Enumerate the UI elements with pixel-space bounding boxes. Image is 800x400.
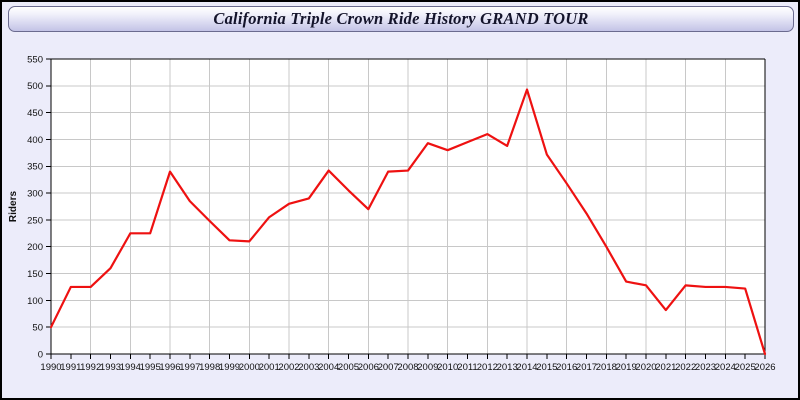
- x-axis-tick-labels: 1990199119921993199419951996199719981999…: [40, 362, 775, 373]
- svg-text:1993: 1993: [100, 362, 121, 373]
- svg-text:2010: 2010: [437, 362, 458, 373]
- svg-text:2002: 2002: [278, 362, 299, 373]
- svg-text:1995: 1995: [140, 362, 161, 373]
- svg-text:1990: 1990: [40, 362, 61, 373]
- data-series-riders: [49, 88, 767, 356]
- svg-text:250: 250: [27, 215, 43, 226]
- svg-text:400: 400: [27, 135, 43, 146]
- svg-text:2009: 2009: [417, 362, 438, 373]
- svg-text:2025: 2025: [735, 362, 756, 373]
- svg-text:2000: 2000: [239, 362, 260, 373]
- svg-text:300: 300: [27, 188, 43, 199]
- chart-canvas: 0 50 100 150 200 250 300 350 400 450 500 550 1990 19…: [2, 34, 798, 398]
- svg-text:1991: 1991: [60, 362, 81, 373]
- svg-text:0: 0: [38, 349, 43, 360]
- svg-text:2013: 2013: [497, 362, 518, 373]
- svg-text:2024: 2024: [715, 362, 736, 373]
- axis-lines: [50, 58, 766, 355]
- svg-text:2022: 2022: [675, 362, 696, 373]
- svg-text:1997: 1997: [179, 362, 200, 373]
- svg-text:2023: 2023: [695, 362, 716, 373]
- svg-text:2017: 2017: [576, 362, 597, 373]
- page-title: California Triple Crown Ride History GRA…: [213, 9, 589, 28]
- svg-text:2011: 2011: [457, 362, 477, 373]
- svg-text:2003: 2003: [298, 362, 319, 373]
- y-axis-tick-labels: 0 50 100 150 200 250 300 350 400 450 500 550: [27, 54, 43, 360]
- svg-text:450: 450: [27, 108, 43, 119]
- svg-text:100: 100: [27, 296, 43, 307]
- svg-text:2001: 2001: [259, 362, 280, 373]
- svg-text:2004: 2004: [318, 362, 339, 373]
- svg-text:50: 50: [32, 323, 43, 334]
- svg-text:2020: 2020: [635, 362, 656, 373]
- svg-text:350: 350: [27, 162, 43, 173]
- window-titlebar: California Triple Crown Ride History GRA…: [8, 6, 794, 32]
- svg-text:550: 550: [27, 54, 43, 65]
- svg-text:2019: 2019: [616, 362, 637, 373]
- svg-text:200: 200: [27, 242, 43, 253]
- svg-text:1999: 1999: [219, 362, 240, 373]
- svg-text:1996: 1996: [159, 362, 180, 373]
- svg-text:2016: 2016: [556, 362, 577, 373]
- svg-text:1992: 1992: [80, 362, 101, 373]
- svg-text:2026: 2026: [754, 362, 775, 373]
- svg-text:1998: 1998: [199, 362, 220, 373]
- y-axis-title: Riders: [8, 191, 19, 223]
- svg-text:1994: 1994: [120, 362, 141, 373]
- svg-text:2006: 2006: [358, 362, 379, 373]
- svg-text:150: 150: [27, 269, 43, 280]
- svg-text:2012: 2012: [477, 362, 498, 373]
- svg-text:500: 500: [27, 81, 43, 92]
- svg-text:2005: 2005: [338, 362, 359, 373]
- svg-text:2007: 2007: [378, 362, 399, 373]
- svg-text:2008: 2008: [397, 362, 418, 373]
- svg-text:2018: 2018: [596, 362, 617, 373]
- svg-text:2014: 2014: [516, 362, 537, 373]
- svg-text:2015: 2015: [536, 362, 557, 373]
- y-axis-ticks: [46, 58, 51, 355]
- x-axis-ticks: [50, 354, 766, 359]
- svg-text:2021: 2021: [655, 362, 676, 373]
